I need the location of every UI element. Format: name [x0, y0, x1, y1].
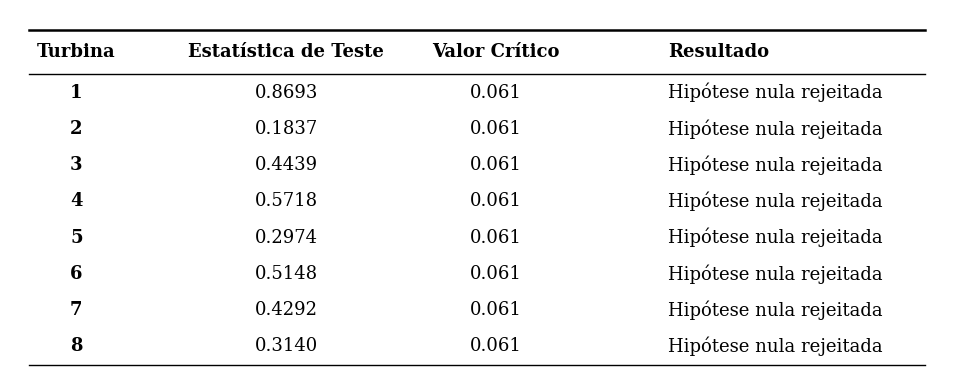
- Text: 0.8693: 0.8693: [254, 84, 317, 102]
- Text: 0.061: 0.061: [470, 337, 521, 355]
- Text: 7: 7: [70, 301, 83, 319]
- Text: 5: 5: [70, 229, 83, 247]
- Text: Hipótese nula rejeitada: Hipótese nula rejeitada: [667, 155, 882, 175]
- Text: 0.4292: 0.4292: [254, 301, 317, 319]
- Text: 0.1837: 0.1837: [254, 120, 317, 138]
- Text: 0.2974: 0.2974: [254, 229, 317, 247]
- Text: 4: 4: [70, 192, 83, 210]
- Text: Hipótese nula rejeitada: Hipótese nula rejeitada: [667, 192, 882, 211]
- Text: Hipótese nula rejeitada: Hipótese nula rejeitada: [667, 83, 882, 102]
- Text: 3: 3: [70, 156, 83, 174]
- Text: 1: 1: [70, 84, 83, 102]
- Text: 0.061: 0.061: [470, 229, 521, 247]
- Text: 6: 6: [70, 265, 83, 283]
- Text: 0.061: 0.061: [470, 192, 521, 210]
- Text: Hipótese nula rejeitada: Hipótese nula rejeitada: [667, 301, 882, 320]
- Text: Hipótese nula rejeitada: Hipótese nula rejeitada: [667, 337, 882, 356]
- Text: Turbina: Turbina: [37, 43, 115, 61]
- Text: 0.5718: 0.5718: [254, 192, 317, 210]
- Text: 0.061: 0.061: [470, 156, 521, 174]
- Text: Hipótese nula rejeitada: Hipótese nula rejeitada: [667, 228, 882, 247]
- Text: Estatística de Teste: Estatística de Teste: [188, 43, 384, 61]
- Text: Hipótese nula rejeitada: Hipótese nula rejeitada: [667, 119, 882, 138]
- Text: 0.5148: 0.5148: [254, 265, 317, 283]
- Text: 0.061: 0.061: [470, 301, 521, 319]
- Text: 0.4439: 0.4439: [254, 156, 317, 174]
- Text: Valor Crítico: Valor Crítico: [432, 43, 559, 61]
- Text: 2: 2: [70, 120, 83, 138]
- Text: 0.061: 0.061: [470, 84, 521, 102]
- Text: Hipótese nula rejeitada: Hipótese nula rejeitada: [667, 264, 882, 283]
- Text: 0.061: 0.061: [470, 120, 521, 138]
- Text: 8: 8: [70, 337, 83, 355]
- Text: 0.061: 0.061: [470, 265, 521, 283]
- Text: Resultado: Resultado: [667, 43, 768, 61]
- Text: 0.3140: 0.3140: [254, 337, 317, 355]
